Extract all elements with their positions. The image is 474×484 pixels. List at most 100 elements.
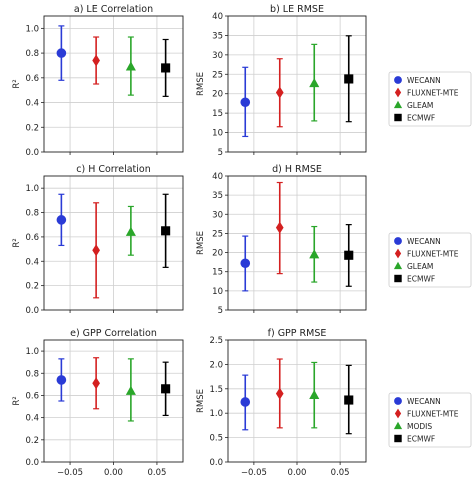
legend-marker-modis [393, 421, 403, 430]
panel-title: f) GPP RMSE [268, 328, 327, 339]
legend-label: FLUXNET-MTE [407, 89, 459, 98]
y-axis-label: R² [12, 396, 22, 405]
legend-label: GLEAM [407, 262, 433, 271]
y-tick-label: 0.6 [25, 391, 39, 401]
y-tick-label: 20 [212, 90, 223, 100]
legend-marker-gleam [393, 100, 403, 109]
legend-marker-ecmwf [394, 274, 402, 283]
point-fluxnet-mte [275, 221, 284, 234]
legend-3: WECANN FLUXNET-MTE MODIS ECMWF [388, 392, 472, 448]
legend-label: WECANN [407, 237, 441, 246]
y-tick-label: 0.0 [25, 458, 39, 468]
point-gleam [125, 226, 136, 236]
x-tick-label: 0.00 [104, 468, 123, 478]
y-tick-label: 0.0 [25, 148, 39, 158]
y-tick-label: 30 [212, 210, 223, 220]
y-tick-label: 40 [212, 172, 223, 182]
point-fluxnet-mte [92, 54, 100, 67]
x-tick-label: −0.05 [241, 468, 267, 478]
y-tick-label: 15 [212, 268, 223, 278]
legend-2: WECANN FLUXNET-MTE GLEAM ECMWF [388, 232, 472, 288]
panel-title: a) LE Correlation [74, 4, 153, 15]
point-ecmwf [344, 250, 354, 260]
y-tick-label: 25 [212, 229, 223, 239]
y-tick-label: 5 [218, 306, 223, 316]
point-ecmwf [344, 395, 354, 405]
y-tick-label: 0.0 [209, 458, 223, 468]
legend-marker-wecann [394, 76, 402, 84]
y-tick-label: 35 [212, 191, 223, 201]
point-wecann [56, 375, 67, 385]
point-ecmwf [161, 63, 171, 73]
y-tick-label: 30 [212, 51, 223, 61]
legend-marker-gleam [393, 261, 403, 270]
point-fluxnet-mte [275, 86, 284, 99]
y-tick-label: 1.5 [209, 385, 223, 395]
y-tick-label: 10 [212, 129, 223, 139]
y-tick-label: 0.6 [25, 233, 39, 243]
legend-label: MODIS [407, 422, 432, 431]
y-tick-label: 35 [212, 31, 223, 41]
y-tick-label: 2.5 [209, 336, 223, 346]
point-wecann [56, 48, 67, 58]
y-tick-label: 0.5 [209, 434, 223, 444]
y-tick-label: 0.4 [25, 99, 39, 109]
point-wecann [56, 215, 67, 225]
point-ecmwf [161, 384, 171, 394]
y-axis-label: R² [12, 79, 22, 88]
panel-le-correlation: 0.0 0.2 0.4 0.6 0.8 1.0 a) LE Correlation R² [12, 4, 184, 158]
legend-marker-fluxnet-mte [394, 408, 402, 419]
y-axis-label: RMSE [196, 231, 206, 255]
panel-le-rmse: 5 10 15 20 25 30 35 40 b) LE RMSE RMSE [196, 4, 367, 158]
y-tick-label: 5 [218, 148, 223, 158]
y-tick-label: 0.4 [25, 257, 39, 267]
y-tick-label: 1.0 [25, 24, 39, 34]
y-tick-label: 0.2 [25, 282, 39, 292]
point-fluxnet-mte [92, 377, 100, 390]
panel-gpp-rmse: 0.0 0.5 1.0 1.5 2.0 2.5 −0.05 0.00 0.05 f) GPP RM… [196, 328, 367, 478]
y-tick-label: 0.2 [25, 436, 39, 446]
x-tick-label: 0.00 [288, 468, 307, 478]
y-tick-label: 0.0 [25, 306, 39, 316]
legend-marker-ecmwf [394, 113, 402, 122]
y-tick-label: 0.4 [25, 414, 39, 424]
y-tick-label: 20 [212, 249, 223, 259]
point-ecmwf [161, 226, 171, 236]
legend-marker-wecann [394, 237, 402, 245]
point-wecann [240, 97, 251, 108]
y-tick-label: 1.0 [25, 184, 39, 194]
panel-h-correlation: 0.0 0.2 0.4 0.6 0.8 1.0 c) H Correlation R² [12, 164, 184, 316]
legend-marker-fluxnet-mte [394, 248, 402, 259]
legend-label: WECANN [407, 397, 441, 406]
panel-title: c) H Correlation [76, 164, 151, 175]
y-tick-label: 40 [212, 12, 223, 22]
y-axis-label: R² [12, 238, 22, 247]
legend-label: FLUXNET-MTE [407, 410, 459, 419]
legend-marker-ecmwf [394, 434, 402, 443]
legend-label: WECANN [407, 76, 441, 85]
y-tick-label: 0.8 [25, 369, 39, 379]
y-tick-label: 0.6 [25, 74, 39, 84]
point-fluxnet-mte [275, 387, 284, 400]
y-tick-label: 10 [212, 287, 223, 297]
point-fluxnet-mte [92, 244, 100, 257]
point-wecann [240, 397, 251, 407]
x-tick-label: −0.05 [57, 468, 83, 478]
panel-title: b) LE RMSE [270, 4, 324, 15]
legend-box [388, 232, 472, 288]
y-axis-label: RMSE [196, 72, 206, 96]
point-modis [125, 385, 136, 395]
panel-h-rmse: 5 10 15 20 25 30 35 40 d) H RMSE RMSE [196, 164, 367, 316]
y-tick-label: 2.0 [209, 360, 223, 370]
x-tick-label: 0.05 [331, 468, 350, 478]
y-tick-label: 25 [212, 70, 223, 80]
legend-label: FLUXNET-MTE [407, 250, 459, 259]
point-gleam [309, 77, 320, 88]
point-ecmwf [344, 74, 354, 84]
point-gleam [309, 249, 320, 259]
legend-label: ECMWF [407, 435, 435, 444]
point-modis [309, 389, 320, 399]
panel-title: d) H RMSE [272, 164, 322, 175]
x-tick-label: 0.05 [147, 468, 166, 478]
